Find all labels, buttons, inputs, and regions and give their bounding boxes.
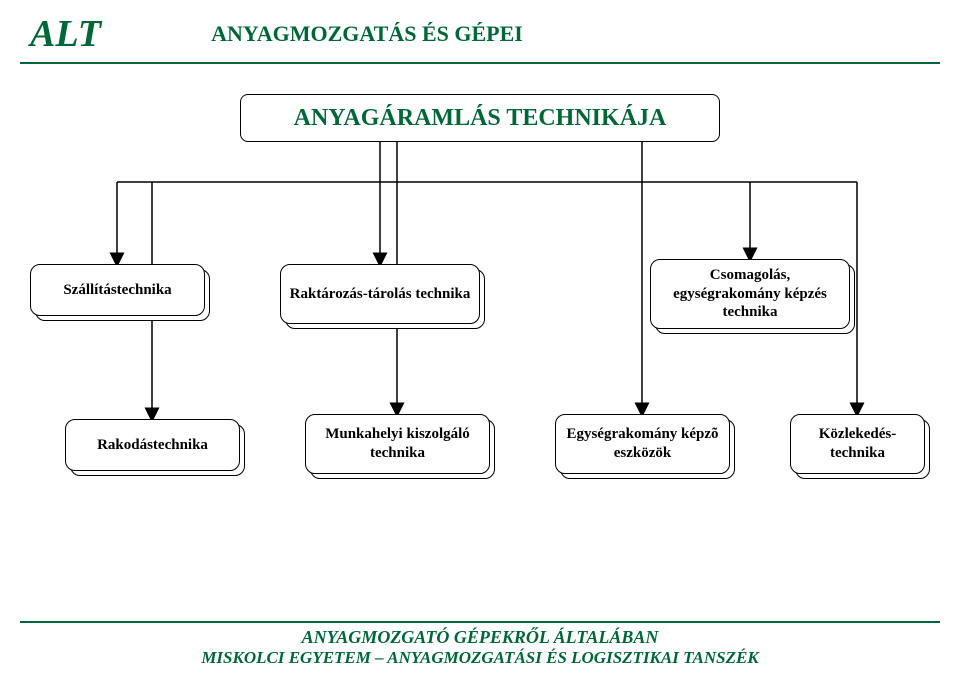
diagram: ANYAGÁRAMLÁS TECHNIKÁJA Szállítástechnika… (20, 64, 940, 544)
header-title: ANYAGMOZGATÁS ÉS GÉPEI (211, 21, 523, 47)
node-r2-2: Egységrakomány képzõ eszközök (555, 414, 730, 474)
node-r2-0: Rakodástechnika (65, 419, 240, 471)
header: ALT ANYAGMOZGATÁS ÉS GÉPEI (0, 0, 960, 62)
title-box: ANYAGÁRAMLÁS TECHNIKÁJA (240, 94, 720, 142)
node-r2-1: Munkahelyi kiszolgáló technika (305, 414, 490, 474)
node-r2-3: Közlekedés-technika (790, 414, 925, 474)
footer: ANYAGMOZGATÓ GÉPEKRŐL ÁLTALÁBAN MISKOLCI… (0, 621, 960, 668)
logo: ALT (30, 12, 101, 56)
footer-line1: ANYAGMOZGATÓ GÉPEKRŐL ÁLTALÁBAN (0, 627, 960, 648)
node-r1-0: Szállítástechnika (30, 264, 205, 316)
footer-rule (20, 621, 940, 623)
node-r1-1: Raktározás-tárolás technika (280, 264, 480, 324)
footer-line2: MISKOLCI EGYETEM – ANYAGMOZGATÁSI ÉS LOG… (0, 648, 960, 668)
node-r1-2: Csomagolás, egységrakomány képzés techni… (650, 259, 850, 329)
